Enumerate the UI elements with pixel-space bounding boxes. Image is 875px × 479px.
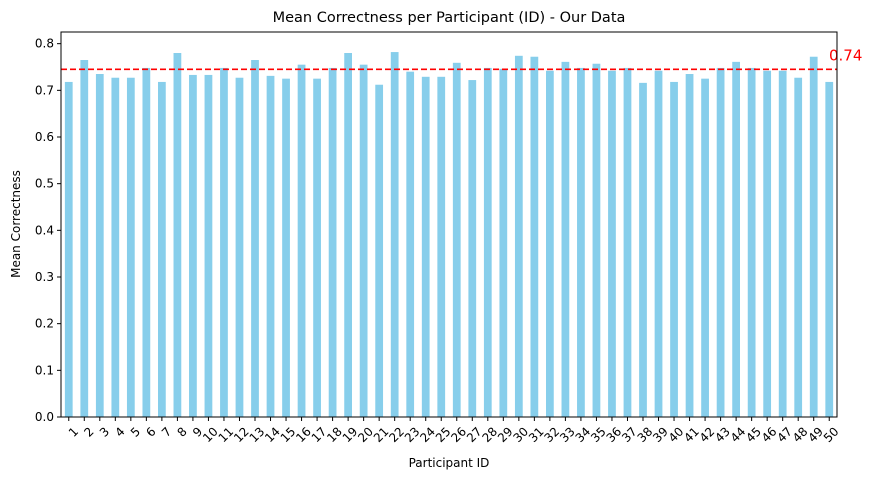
bar-48 [794, 77, 803, 417]
bar-14 [266, 75, 275, 417]
bar-11 [220, 67, 228, 417]
bar-24 [421, 76, 430, 418]
x-tick-label: 1 [66, 424, 81, 439]
bar-2 [80, 60, 89, 417]
bar-33 [561, 61, 570, 417]
bar-43 [716, 67, 725, 417]
bar-20 [359, 64, 368, 418]
bar-7 [158, 81, 166, 417]
x-tick-label: 7 [159, 424, 174, 439]
bar-26 [452, 62, 461, 418]
bar-22 [390, 52, 399, 418]
bar-12 [235, 77, 244, 417]
bar-18 [328, 67, 337, 417]
bar-42 [701, 78, 709, 418]
bar-37 [623, 67, 632, 417]
bar-8 [173, 53, 182, 417]
y-tick-label: 0.0 [35, 410, 54, 424]
bar-40 [670, 81, 678, 417]
y-tick-label: 0.3 [35, 270, 54, 284]
y-tick-label: 0.7 [35, 83, 54, 97]
bar-16 [297, 64, 306, 418]
x-tick-label: 8 [174, 424, 189, 439]
bar-21 [375, 84, 384, 417]
bar-17 [313, 78, 321, 418]
y-axis-label: Mean Correctness [9, 170, 23, 278]
bar-29 [499, 68, 508, 417]
bar-36 [608, 70, 616, 417]
bar-9 [189, 74, 197, 417]
bar-10 [204, 74, 213, 417]
bar-30 [514, 55, 523, 418]
bar-45 [747, 67, 756, 417]
bar-46 [763, 70, 772, 417]
bar-31 [530, 56, 539, 417]
y-tick-label: 0.6 [35, 130, 54, 144]
bar-34 [577, 67, 585, 417]
y-tick-label: 0.2 [35, 317, 54, 331]
bar-13 [251, 60, 259, 417]
bar-19 [344, 53, 352, 417]
bar-35 [592, 63, 601, 417]
plot-frame [60, 31, 838, 418]
bar-39 [654, 70, 663, 417]
bar-49 [809, 56, 818, 417]
bars-group [64, 52, 834, 418]
bar-15 [282, 78, 290, 418]
x-tick-label: 50 [821, 424, 842, 445]
bar-50 [825, 81, 834, 417]
x-tick-label: 2 [81, 424, 96, 439]
y-tick-label: 0.8 [35, 37, 54, 51]
bar-41 [685, 74, 694, 417]
bar-23 [406, 71, 415, 418]
x-tick-label: 3 [97, 424, 112, 439]
mean-reference-label: 0.74 [829, 46, 862, 64]
bar-27 [468, 80, 477, 418]
bar-25 [437, 76, 446, 418]
x-tick-label: 4 [112, 424, 127, 439]
bar-1 [64, 81, 73, 417]
x-tick-label: 6 [143, 424, 158, 439]
y-tick-label: 0.1 [35, 363, 54, 377]
y-tick-label: 0.4 [35, 223, 54, 237]
chart-title: Mean Correctness per Participant (ID) - … [273, 10, 626, 26]
bar-44 [732, 61, 740, 417]
x-tick-label: 5 [128, 424, 143, 439]
bar-3 [95, 74, 104, 417]
x-axis-label: Participant ID [409, 456, 490, 470]
bar-6 [142, 67, 151, 417]
bar-32 [546, 70, 554, 417]
y-tick-label: 0.5 [35, 177, 54, 191]
y-axis: 0.0 0.1 0.2 0.3 0.4 0.5 0.6 0.7 0.8 [35, 37, 61, 424]
bar-28 [483, 67, 492, 417]
bar-4 [111, 77, 120, 417]
bar-47 [778, 70, 787, 417]
bar-38 [639, 82, 647, 417]
bar-5 [126, 77, 135, 417]
x-axis: 1 2 3 4 5 6 7 8 91011121314151617181920212223242… [66, 417, 842, 445]
